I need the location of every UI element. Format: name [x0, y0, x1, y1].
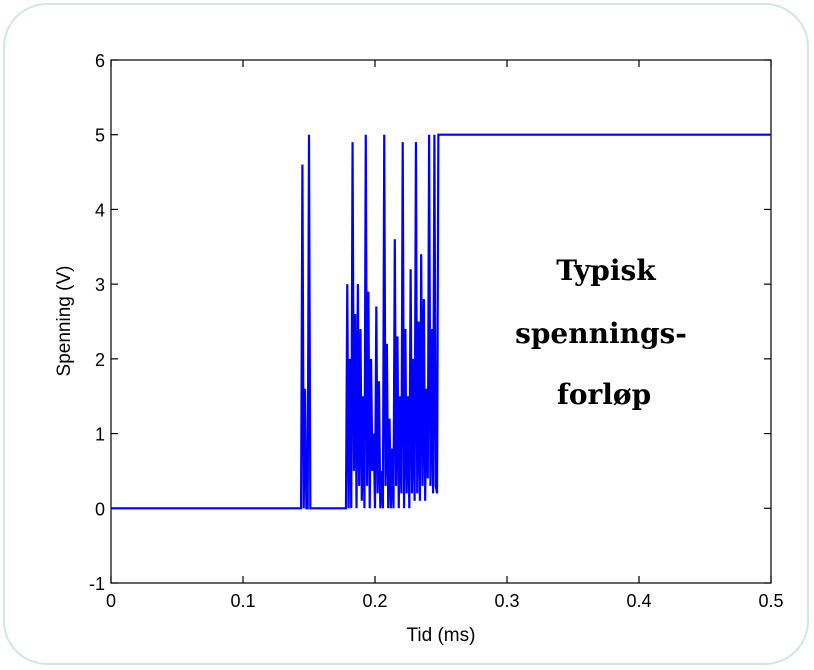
- x-axis-label: Tid (ms): [407, 625, 476, 646]
- y-tick-label: 1: [95, 425, 105, 445]
- x-tick-label: 0.4: [626, 591, 651, 611]
- voltage-trace: [111, 133, 771, 510]
- x-tick-label: 0.5: [758, 591, 783, 611]
- x-tick-label: 0: [106, 591, 116, 611]
- x-tick-label: 0.3: [494, 591, 519, 611]
- y-tick-label: 2: [95, 350, 105, 370]
- annotation-line-3: forløp: [557, 378, 651, 411]
- y-tick-label: 4: [95, 200, 105, 220]
- annotation-line-1: Typisk: [556, 254, 656, 287]
- y-axis-label: Spenning (V): [54, 266, 75, 377]
- y-tick-label: 0: [95, 499, 105, 519]
- annotation-line-2: spennings-: [515, 317, 687, 350]
- y-tick-labels: -1 0 1 2 3 4 5 6: [89, 51, 105, 594]
- x-tick-label: 0.2: [362, 591, 387, 611]
- y-tick-label: 5: [95, 126, 105, 146]
- x-tick-labels: 0 0.1 0.2 0.3 0.4 0.5: [106, 591, 784, 611]
- y-tick-label: -1: [89, 574, 105, 594]
- x-tick-label: 0.1: [230, 591, 255, 611]
- plot-area: [110, 59, 772, 584]
- y-tick-label: 6: [95, 51, 105, 71]
- annotation: Typisk spennings- forløp: [515, 254, 687, 411]
- y-tick-label: 3: [95, 275, 105, 295]
